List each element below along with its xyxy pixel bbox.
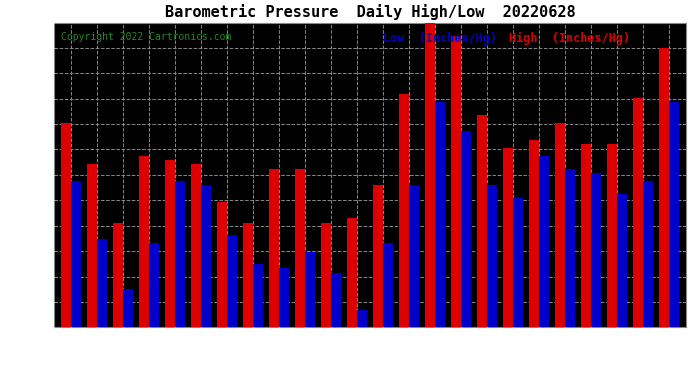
Bar xyxy=(383,243,393,327)
Bar xyxy=(97,239,107,327)
Bar xyxy=(166,160,175,327)
Bar xyxy=(124,289,133,327)
Bar xyxy=(565,169,575,327)
Bar xyxy=(331,273,341,327)
Bar xyxy=(581,144,591,327)
Bar xyxy=(71,181,81,327)
Bar xyxy=(88,165,97,327)
Bar xyxy=(357,310,367,327)
Bar xyxy=(529,140,539,327)
Bar xyxy=(191,165,201,327)
Bar xyxy=(139,156,149,327)
Bar xyxy=(400,94,409,327)
Bar xyxy=(253,264,263,327)
Bar xyxy=(347,219,357,327)
Bar xyxy=(643,181,653,327)
Bar xyxy=(149,243,159,327)
Bar xyxy=(373,185,383,327)
Bar xyxy=(669,102,679,327)
Bar xyxy=(555,123,565,327)
Bar xyxy=(227,235,237,327)
Bar xyxy=(244,223,253,327)
Bar xyxy=(591,173,601,327)
Bar xyxy=(451,36,461,327)
Bar xyxy=(633,98,643,327)
Bar xyxy=(503,148,513,327)
Text: Low  (Inches/Hg): Low (Inches/Hg) xyxy=(383,32,497,45)
Bar xyxy=(305,252,315,327)
Title: Barometric Pressure  Daily High/Low  20220628: Barometric Pressure Daily High/Low 20220… xyxy=(165,4,575,20)
Bar xyxy=(269,169,279,327)
Bar xyxy=(477,115,487,327)
Bar xyxy=(201,185,211,327)
Bar xyxy=(425,23,435,327)
Bar xyxy=(659,48,669,327)
Bar xyxy=(279,268,289,327)
Bar xyxy=(461,131,471,327)
Bar xyxy=(409,185,419,327)
Bar xyxy=(607,144,617,327)
Text: High  (Inches/Hg): High (Inches/Hg) xyxy=(509,32,630,45)
Bar xyxy=(322,223,331,327)
Bar xyxy=(487,185,497,327)
Bar xyxy=(113,223,124,327)
Bar xyxy=(295,169,305,327)
Bar xyxy=(539,156,549,327)
Bar xyxy=(175,181,185,327)
Bar xyxy=(435,102,445,327)
Bar xyxy=(513,198,523,327)
Bar xyxy=(617,194,627,327)
Bar xyxy=(217,202,227,327)
Bar xyxy=(61,123,71,327)
Text: Copyright 2022 Cartronics.com: Copyright 2022 Cartronics.com xyxy=(61,32,231,42)
